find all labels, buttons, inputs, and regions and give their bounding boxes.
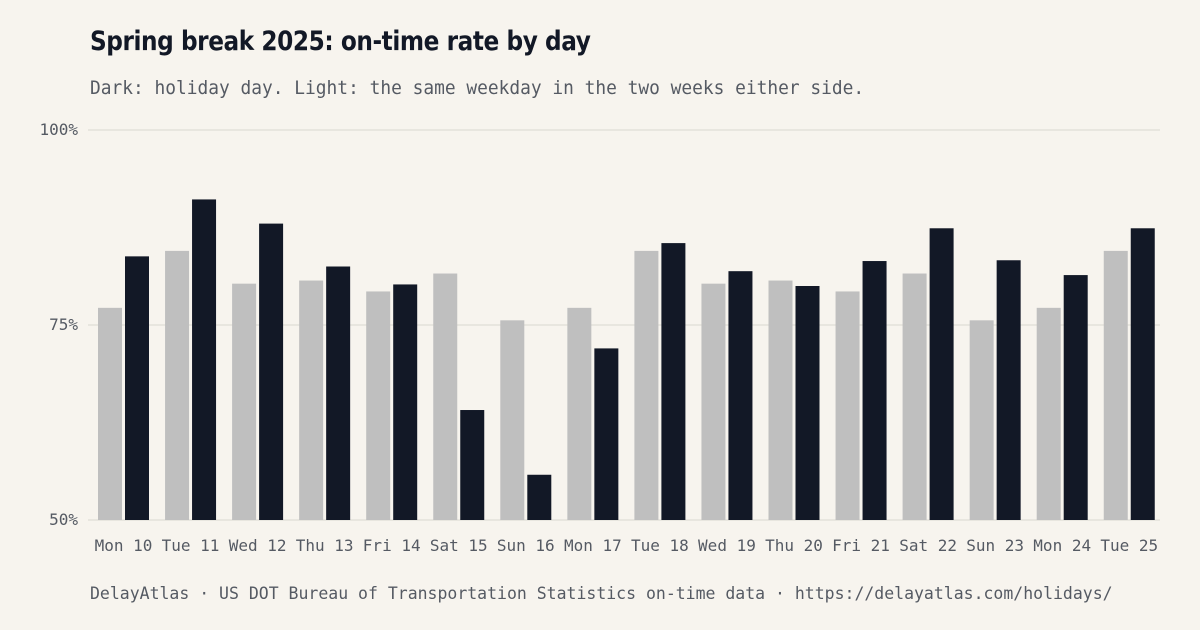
x-tick-label: Sun 23 xyxy=(966,536,1024,555)
bar-holiday xyxy=(929,228,954,520)
bar-holiday xyxy=(326,266,351,520)
x-tick-label: Mon 10 xyxy=(95,536,153,555)
x-tick-label: Fri 14 xyxy=(363,536,421,555)
bar-baseline xyxy=(567,307,592,520)
bar-holiday xyxy=(393,284,418,520)
source-footer: DelayAtlas · US DOT Bureau of Transporta… xyxy=(90,584,1113,604)
x-tick-label: Wed 12 xyxy=(229,536,287,555)
x-tick-label: Sat 15 xyxy=(430,536,488,555)
bar-holiday xyxy=(661,243,686,520)
bar-baseline xyxy=(366,291,391,520)
bar-holiday xyxy=(1063,275,1088,520)
bar-baseline xyxy=(1036,307,1061,520)
x-tick-label: Fri 21 xyxy=(832,536,890,555)
bar-baseline xyxy=(232,283,257,520)
x-tick-label: Wed 19 xyxy=(698,536,756,555)
x-tick-label: Sat 22 xyxy=(899,536,957,555)
x-tick-label: Thu 20 xyxy=(765,536,823,555)
x-tick-label: Mon 17 xyxy=(564,536,622,555)
x-tick-label: Tue 25 xyxy=(1100,536,1158,555)
x-tick-label: Mon 24 xyxy=(1033,536,1091,555)
bar-holiday xyxy=(728,271,753,520)
x-tick-label: Sun 16 xyxy=(497,536,555,555)
bar-holiday xyxy=(527,474,552,520)
bar-holiday xyxy=(460,410,485,520)
bar-baseline xyxy=(969,320,994,520)
bar-baseline xyxy=(835,291,860,520)
bar-holiday xyxy=(125,256,149,520)
y-tick-label: 50% xyxy=(49,510,78,529)
chart-title: Spring break 2025: on-time rate by day xyxy=(90,26,591,57)
chart-subtitle: Dark: holiday day. Light: the same weekd… xyxy=(90,77,865,99)
x-tick-label: Tue 11 xyxy=(162,536,220,555)
x-tick-label: Tue 18 xyxy=(631,536,689,555)
y-tick-label: 75% xyxy=(49,315,78,334)
bar-baseline xyxy=(1103,250,1128,520)
bar-holiday xyxy=(862,261,887,520)
bar-holiday xyxy=(1130,228,1155,520)
bar-baseline xyxy=(768,280,793,520)
bars xyxy=(98,199,1155,521)
y-tick-label: 100% xyxy=(39,120,78,139)
bar-baseline xyxy=(701,283,726,520)
bar-baseline xyxy=(500,320,525,520)
bar-baseline xyxy=(165,250,190,520)
bar-baseline xyxy=(634,250,659,520)
bar-holiday xyxy=(594,348,619,520)
x-tick-label: Thu 13 xyxy=(296,536,354,555)
bar-baseline xyxy=(433,273,458,520)
bar-holiday xyxy=(795,286,820,520)
bar-baseline xyxy=(902,273,927,520)
bar-baseline xyxy=(98,307,122,520)
axis-labels: 50% 75% 100% Mon 10 Tue 11 Wed 12 Thu 13 Fri 14… xyxy=(39,120,1158,555)
bar-holiday xyxy=(996,260,1021,520)
bar-holiday xyxy=(259,223,284,520)
bar-baseline xyxy=(299,280,324,520)
bar-holiday xyxy=(192,199,217,521)
